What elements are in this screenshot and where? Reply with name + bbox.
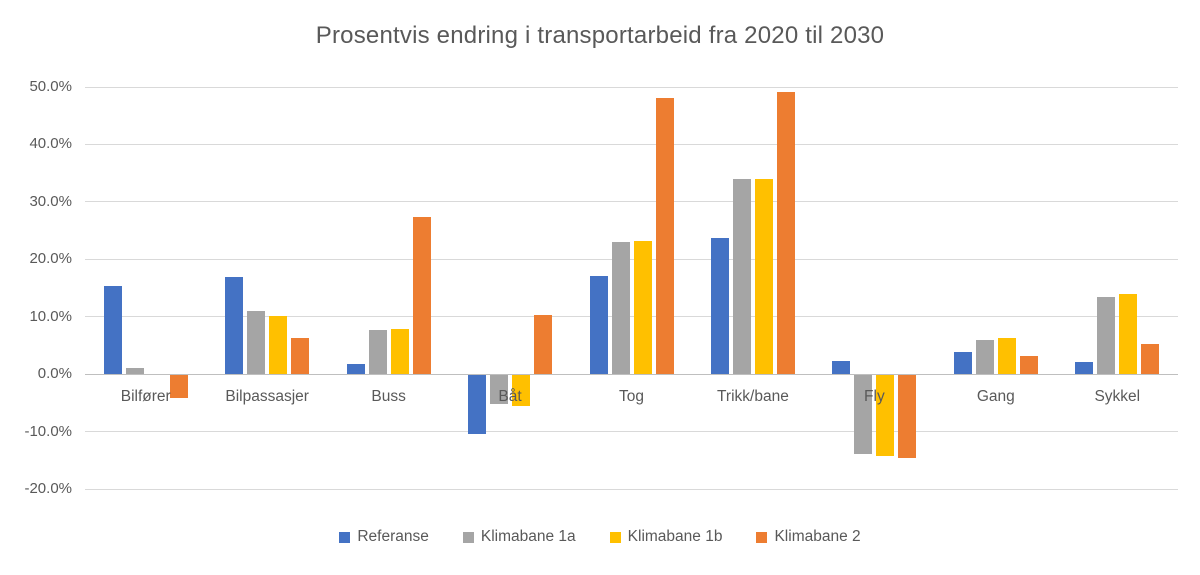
chart-legend: Referanse Klimabane 1a Klimabane 1b Klimaba… — [0, 528, 1200, 546]
bar-klimabane-1b-trikk-bane — [754, 178, 773, 375]
bar-klimabane-1a-sykkel — [1097, 297, 1116, 375]
chart-title: Prosentvis endring i transportarbeid fra… — [315, 22, 885, 49]
legend-item-referanse: Referanse — [339, 528, 429, 546]
y-axis-tick-label: 40.0% — [29, 135, 72, 153]
bar-klimabane-1a-bilpassasjer — [247, 310, 266, 375]
bar-referanse-trikk-bane — [710, 238, 729, 375]
legend-label: Klimabane 1b — [627, 528, 723, 545]
bar-referanse-bilpassasjer — [225, 277, 244, 375]
gridline — [85, 431, 1178, 433]
legend-swatch-icon — [462, 531, 474, 543]
bar-klimabane-2-fly — [898, 375, 917, 459]
gridline — [85, 201, 1178, 203]
legend-item-klimabane-1b: Klimabane 1b — [609, 528, 723, 546]
bar-klimabane-2-gang — [1019, 355, 1038, 375]
y-axis-tick-label: 30.0% — [29, 192, 72, 210]
gridline — [85, 488, 1178, 490]
bar-referanse-fly — [832, 360, 851, 375]
legend-item-klimabane-2: Klimabane 2 — [756, 528, 861, 546]
legend-label: Klimabane 1a — [480, 528, 576, 545]
bar-referanse-gang — [953, 351, 972, 375]
bar-klimabane-2-trikk-bane — [776, 92, 795, 375]
bar-klimabane-2-buss — [412, 216, 431, 375]
x-axis-category-label: Gang — [976, 388, 1015, 406]
bar-klimabane-1a-gang — [975, 340, 994, 375]
x-axis-category-label: Bilfører — [120, 388, 171, 406]
bar-klimabane-2-sykkel — [1141, 343, 1160, 375]
bar-klimabane-1b-buss — [390, 328, 409, 375]
x-axis-category-label: Bilpassasjer — [225, 388, 309, 406]
bar-klimabane-1a-tog — [611, 242, 630, 375]
bar-klimabane-1b-gang — [997, 337, 1016, 375]
bar-klimabane-2-tog — [655, 98, 674, 375]
bar-klimabane-1a-fly — [854, 375, 873, 455]
x-axis-category-label: Båt — [498, 388, 522, 406]
bar-referanse-båt — [468, 375, 487, 434]
bar-referanse-tog — [589, 275, 608, 375]
y-axis-tick-label: -10.0% — [24, 422, 72, 440]
x-axis-category-label: Buss — [371, 388, 406, 406]
plot-area — [85, 86, 1178, 490]
y-axis-tick-label: 20.0% — [29, 250, 72, 268]
y-axis-tick-label: -20.0% — [24, 480, 72, 497]
bar-klimabane-1a-buss — [368, 330, 387, 375]
legend-swatch-icon — [756, 531, 768, 543]
x-axis-category-label: Tog — [618, 388, 644, 406]
x-axis-category-label: Trikk/bane — [717, 388, 789, 406]
bar-klimabane-1b-tog — [633, 240, 652, 375]
bar-klimabane-2-båt — [534, 314, 553, 375]
bar-klimabane-2-bilpassasjer — [291, 337, 310, 375]
legend-swatch-icon — [609, 531, 621, 543]
gridline — [85, 316, 1178, 318]
legend-label: Referanse — [357, 528, 429, 545]
x-axis-line — [85, 373, 1178, 375]
bar-referanse-buss — [346, 363, 365, 375]
x-axis-category-label: Sykkel — [1094, 388, 1141, 406]
gridline — [85, 86, 1178, 88]
legend-label: Klimabane 2 — [774, 528, 861, 545]
y-axis-tick-label: 0.0% — [37, 365, 72, 383]
y-axis-tick-label: 50.0% — [29, 78, 72, 95]
gridline — [85, 143, 1178, 145]
bar-referanse-bilfører — [103, 286, 122, 375]
bar-klimabane-1a-bilfører — [125, 368, 144, 375]
y-axis-tick-label: 10.0% — [29, 307, 72, 325]
legend-swatch-icon — [339, 531, 351, 543]
gridline — [85, 258, 1178, 260]
bar-klimabane-1a-båt — [490, 375, 509, 405]
bar-klimabane-1b-fly — [876, 375, 895, 456]
bar-klimabane-1b-bilpassasjer — [269, 315, 288, 375]
bar-klimabane-1b-sykkel — [1119, 293, 1138, 375]
bar-klimabane-1a-trikk-bane — [732, 178, 751, 375]
x-axis-category-label: Fly — [864, 388, 885, 406]
bar-referanse-sykkel — [1075, 361, 1094, 375]
bar-klimabane-1b-båt — [512, 375, 531, 407]
legend-item-klimabane-1a: Klimabane 1a — [462, 528, 576, 546]
bar-klimabane-2-bilfører — [169, 375, 188, 399]
